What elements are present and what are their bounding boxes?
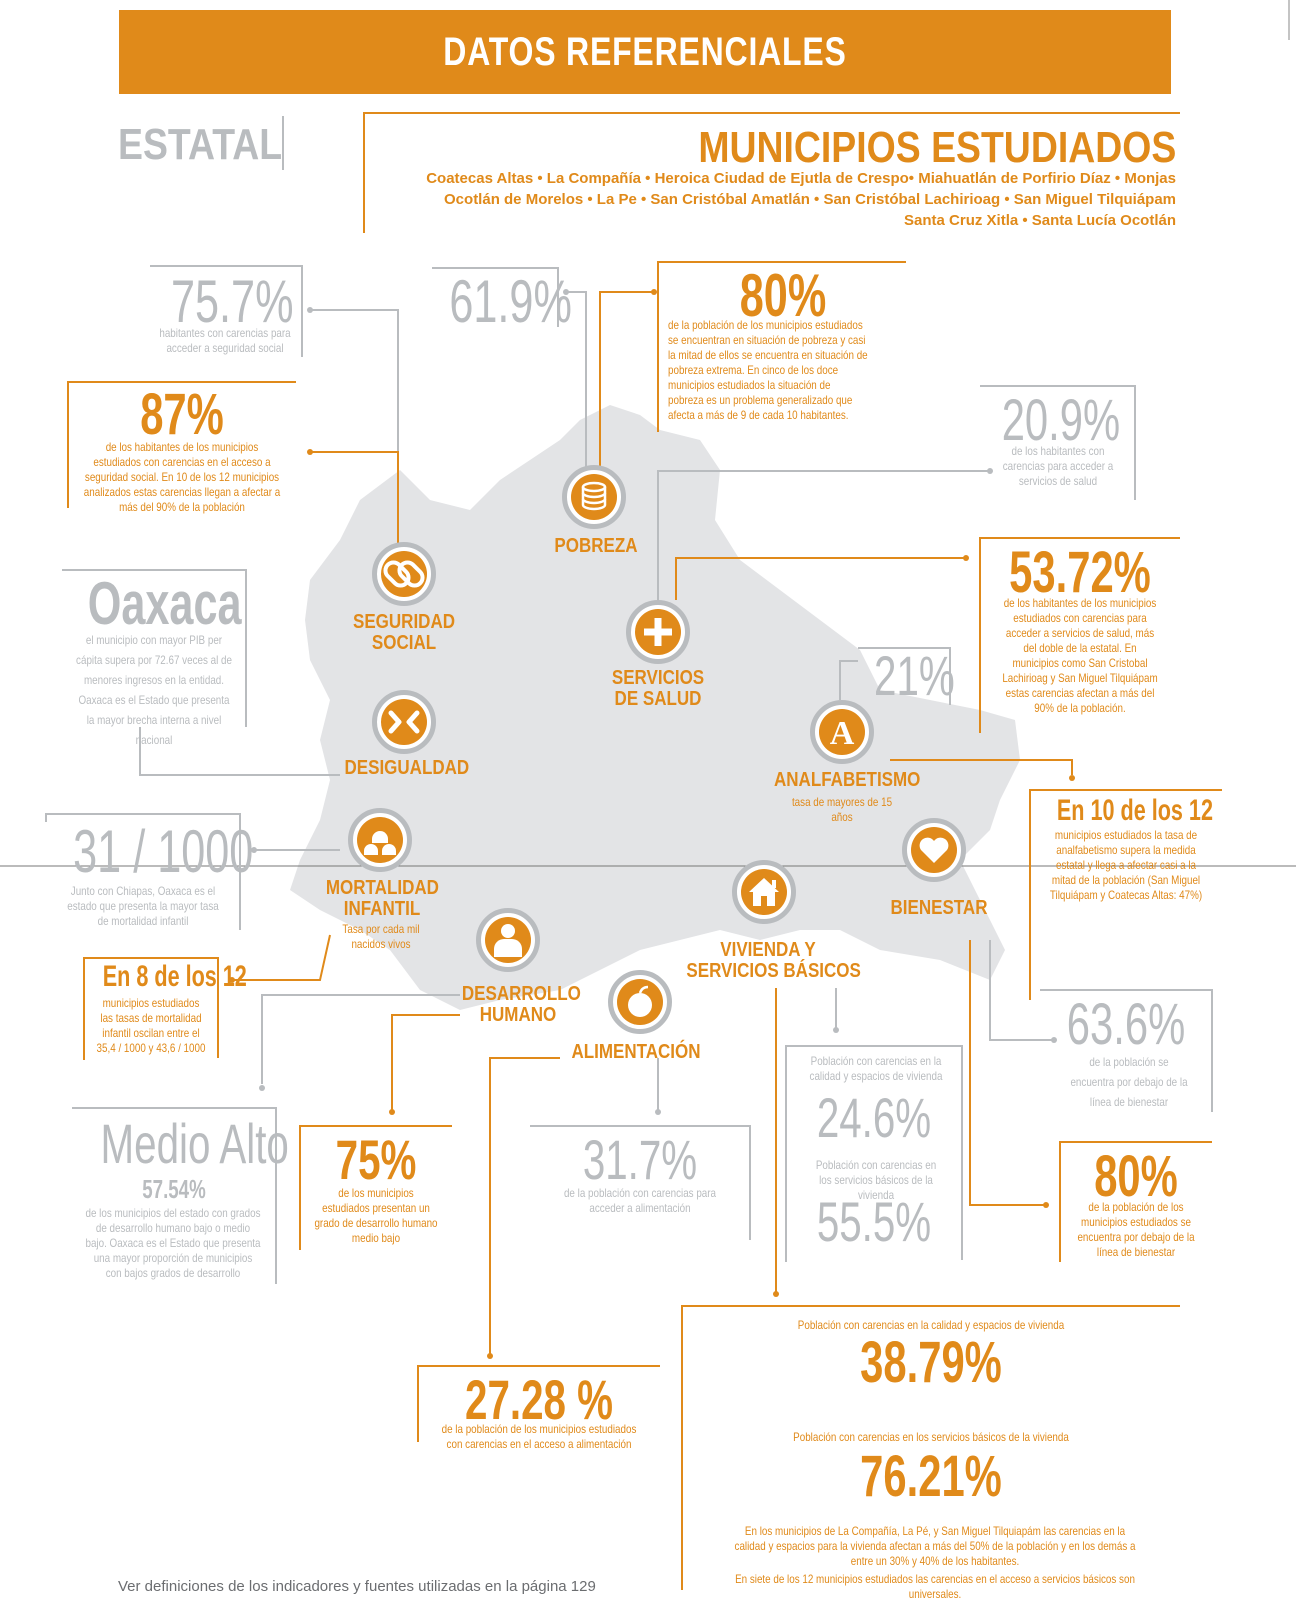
dh-mun-text: de los municipios estudiados presentan u… <box>314 1186 438 1245</box>
mortalidad-circle <box>348 808 412 872</box>
fruit-icon <box>628 985 652 1017</box>
arrows-inward-icon <box>388 710 420 734</box>
salud-label-line2: DE SALUD <box>614 688 702 710</box>
salud-circle <box>626 600 690 664</box>
bien-estatal-value: 63.6% <box>1066 992 1186 1057</box>
salud-estatal-value: 20.9% <box>1001 388 1121 453</box>
letter-a-icon: A <box>830 715 855 752</box>
analfabetismo-label: ANALFABETISMO <box>774 769 921 791</box>
building-blocks-icon <box>364 831 396 855</box>
estatal-label: ESTATAL <box>118 120 283 169</box>
desarrollo-circle <box>476 908 540 972</box>
analf-mun-text: municipios estudiados la tasa de analfab… <box>1049 828 1203 902</box>
municipios-list: Coatecas Altas • La Compañía • Heroica C… <box>356 168 1176 231</box>
ali-mun-value: 27.28 % <box>465 1368 613 1431</box>
municipios-title: MUNICIPIOS ESTUDIADOS <box>698 123 1176 172</box>
viv-estatal-label1: Población con carencias en la calidad y … <box>809 1054 943 1083</box>
mortalidad-label-line2: INFANTIL <box>343 898 421 920</box>
mort-estatal-value: 31 / 1000 <box>73 818 254 885</box>
dh-estatal-text: de los municipios del estado con grados … <box>85 1206 261 1280</box>
municipios-line-3: Santa Cruz Xitla • Santa Lucía Ocotlán <box>904 212 1176 229</box>
viv-mun-value1: 38.79% <box>860 1330 1002 1395</box>
oaxaca-map <box>290 405 1020 1010</box>
svg-text:A: A <box>830 715 855 752</box>
vivienda-label: VIVIENDA Y SERVICIOS BÁSICOS <box>686 939 861 982</box>
dh-estatal-value: Medio Alto <box>100 1112 289 1175</box>
desigualdad-label: DESIGUALDAD <box>344 757 470 779</box>
salud-label-line1: SERVICIOS <box>611 667 705 689</box>
viv-mun-label1: Población con carencias en la calidad y … <box>797 1318 1065 1332</box>
seguridad-label: SEGURIDAD SOCIAL <box>350 612 459 654</box>
ali-mun-text: de la población de los municipios estudi… <box>441 1422 637 1451</box>
alimentacion-label: ALIMENTACIÓN <box>571 1041 701 1063</box>
pobreza-circle <box>562 465 626 529</box>
salud-mun-value: 53.72% <box>1009 540 1151 605</box>
mort-mun-value: En 8 de los 12 <box>102 960 247 993</box>
salud-label: SERVICIOS DE SALUD <box>607 668 709 710</box>
dh-mun-value: 75% <box>335 1128 417 1191</box>
analf-mun-value: En 10 de los 12 <box>1056 794 1213 827</box>
seg-estatal-text: habitantes con carencias para acceder a … <box>159 326 291 355</box>
mortalidad-label: MORTALIDAD INFANTIL <box>325 877 439 920</box>
analfabetismo-sub: tasa de mayores de 15 años <box>791 795 893 824</box>
bienestar-circle <box>902 818 966 882</box>
seg-estatal-value: 75.7% <box>171 268 294 335</box>
pobreza-label: POBREZA <box>554 535 638 557</box>
mortalidad-label-line1: MORTALIDAD <box>325 877 439 899</box>
des-estatal-text: el municipio con mayor PIB per cápita su… <box>76 633 232 747</box>
header-banner <box>119 10 1171 94</box>
desarrollo-label-line1: DESARROLLO <box>461 983 581 1005</box>
viv-estatal-label2: Población con carencias en los servicios… <box>815 1158 937 1202</box>
plus-icon <box>644 618 672 646</box>
mort-mun-text: municipios estudiados las tasas de morta… <box>96 996 206 1055</box>
alimentacion-circle <box>608 970 672 1034</box>
seg-mun-text: de los habitantes de los municipios estu… <box>83 440 281 514</box>
viv-mun-text2: En siete de los 12 municipios estudiados… <box>735 1572 1135 1601</box>
desarrollo-label: DESARROLLO HUMANO <box>461 983 581 1026</box>
vivienda-label-line2: SERVICIOS BÁSICOS <box>686 960 861 982</box>
viv-estatal-value2: 55.5% <box>816 1190 932 1253</box>
desarrollo-label-line2: HUMANO <box>479 1004 557 1026</box>
viv-mun-value2: 76.21% <box>860 1444 1002 1509</box>
footer-note: Ver definiciones de los indicadores y fu… <box>118 1578 596 1595</box>
viv-mun-label2: Población con carencias en los servicios… <box>793 1430 1069 1444</box>
person-icon <box>494 924 522 957</box>
header-title: DATOS REFERENCIALES <box>443 30 847 74</box>
desigualdad-circle <box>372 690 436 754</box>
mort-estatal-text: Junto con Chiapas, Oaxaca es el estado q… <box>67 884 219 928</box>
vivienda-circle <box>732 860 796 924</box>
vivienda-label-line1: VIVIENDA Y <box>720 939 816 961</box>
seg-mun-value: 87% <box>140 382 224 447</box>
heart-icon <box>919 837 949 863</box>
bien-mun-value: 80% <box>1094 1144 1178 1209</box>
viv-estatal-value1: 24.6% <box>816 1086 932 1149</box>
municipios-line-2: Ocotlán de Morelos • La Pe • San Cristób… <box>444 191 1176 208</box>
ali-estatal-value: 31.7% <box>582 1128 698 1191</box>
mortalidad-sub: Tasa por cada mil nacidos vivos <box>342 922 420 951</box>
bien-mun-text: de la población de los municipios estudi… <box>1077 1200 1195 1259</box>
chain-link-icon <box>383 560 425 588</box>
seguridad-circle <box>372 542 436 606</box>
pob-estatal-value: 61.9% <box>449 268 572 335</box>
des-estatal-value: Oaxaca <box>87 570 242 637</box>
municipios-line-1: Coatecas Altas • La Compañía • Heroica C… <box>426 170 1176 187</box>
salud-mun-text: de los habitantes de los municipios estu… <box>1002 596 1158 715</box>
bien-estatal-text: de la población se encuentra por debajo … <box>1070 1055 1188 1109</box>
analf-estatal-value: 21% <box>874 644 955 707</box>
ali-estatal-text: de la población con carencias para acced… <box>563 1186 717 1215</box>
seguridad-label-line1: SEGURIDAD <box>352 611 455 633</box>
bienestar-label: BIENESTAR <box>890 897 988 919</box>
coins-icon <box>581 481 607 511</box>
viv-mun-text1: En los municipios de La Compañía, La Pé,… <box>734 1524 1136 1568</box>
seguridad-label-line2: SOCIAL <box>371 632 437 654</box>
house-icon <box>749 878 779 906</box>
dh-estatal-value2: 57.54% <box>142 1174 206 1204</box>
salud-estatal-text: de los habitantes con carencias para acc… <box>1002 444 1114 488</box>
pob-mun-text: de la población de los municipios estudi… <box>668 318 868 422</box>
pob-mun-value: 80% <box>739 262 827 329</box>
analfabetismo-circle: A <box>810 700 874 764</box>
